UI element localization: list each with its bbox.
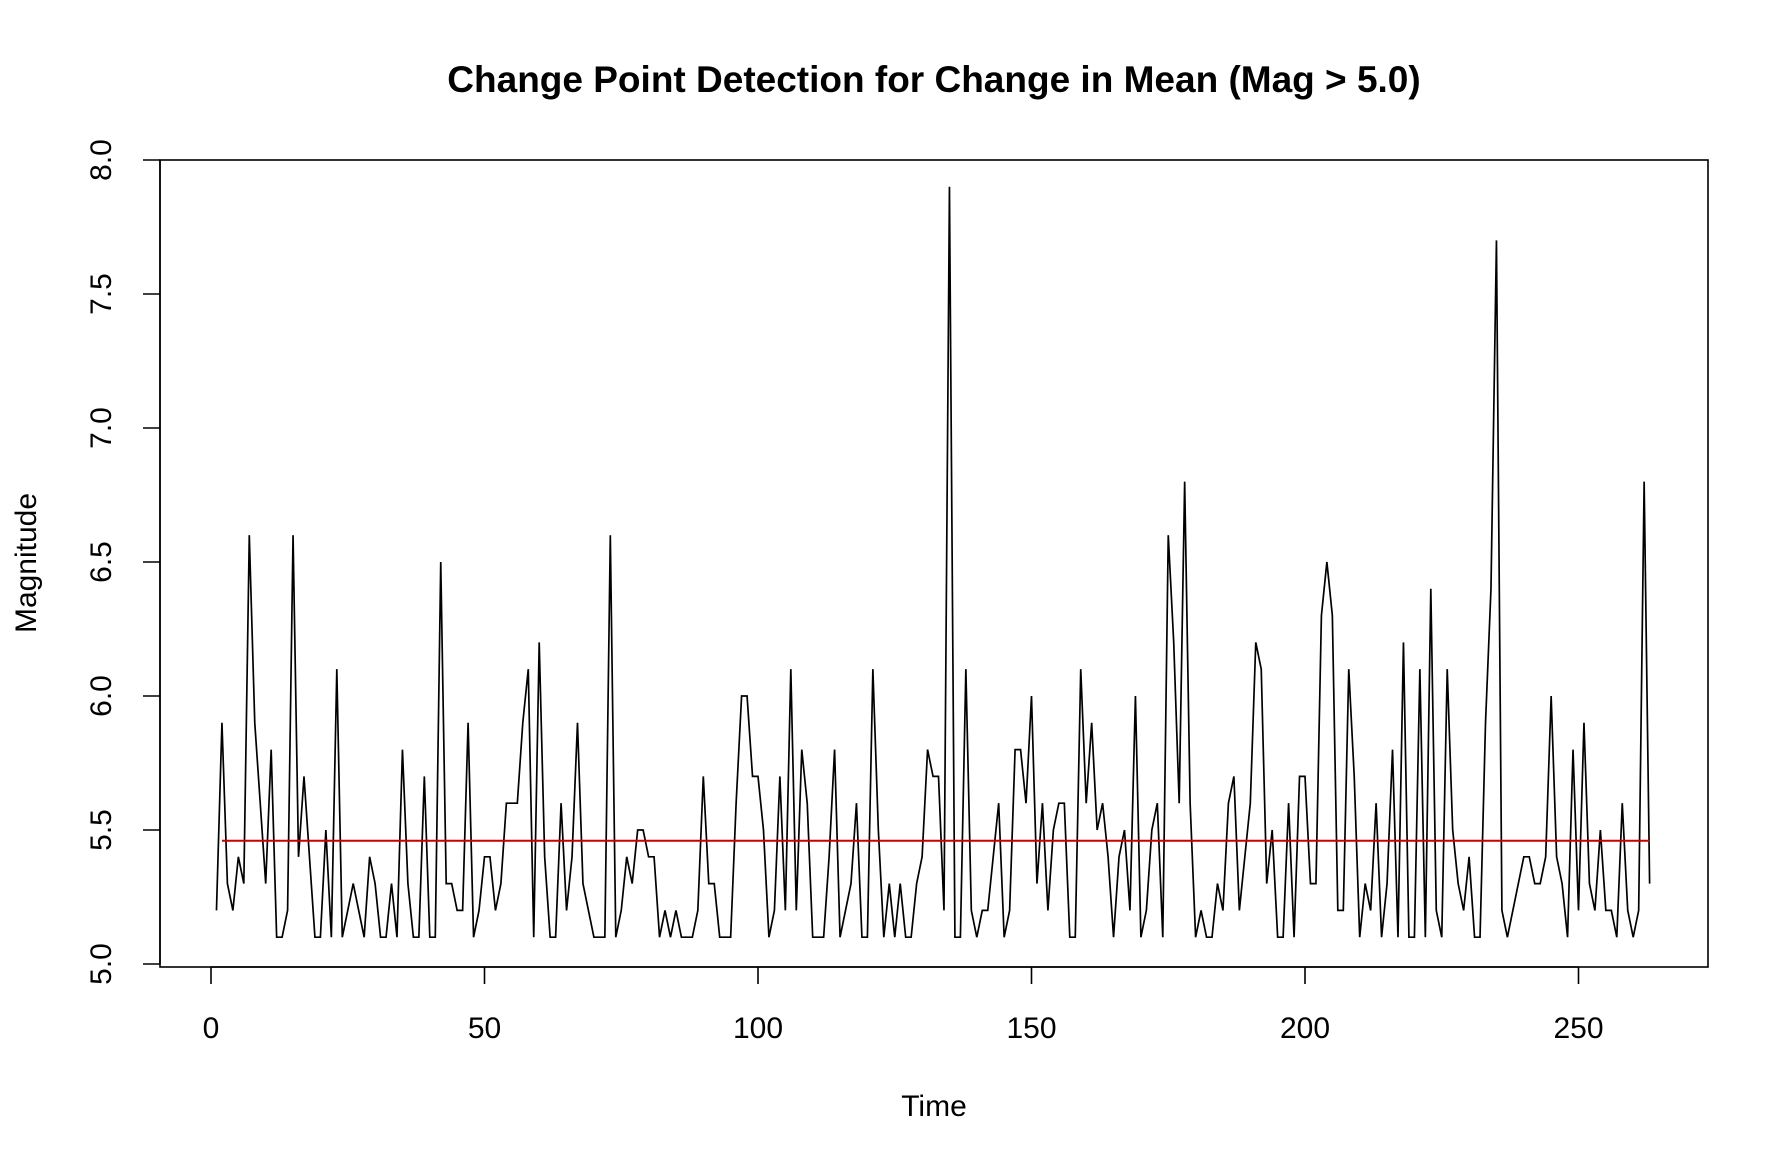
y-tick-label: 7.5 xyxy=(85,273,118,315)
y-axis-label: Magnitude xyxy=(10,493,43,633)
x-tick-label: 150 xyxy=(1006,1012,1056,1045)
y-tick-label: 5.0 xyxy=(85,943,118,985)
x-tick-label: 50 xyxy=(468,1012,501,1045)
x-tick-label: 100 xyxy=(733,1012,783,1045)
magnitude-series-line xyxy=(215,186,1651,939)
y-tick-label: 7.0 xyxy=(85,407,118,449)
x-tick-label: 0 xyxy=(203,1012,220,1045)
plot-area xyxy=(159,159,1709,968)
x-axis: 0 50 100 150 200 250 xyxy=(203,966,1604,1045)
x-axis-label: Time xyxy=(901,1090,967,1123)
y-tick-label: 6.5 xyxy=(85,541,118,583)
y-tick-label: 6.0 xyxy=(85,675,118,717)
series-layer xyxy=(215,186,1651,939)
y-tick-label: 5.5 xyxy=(85,809,118,851)
x-tick-label: 250 xyxy=(1553,1012,1603,1045)
y-tick-label: 8.0 xyxy=(85,139,118,181)
x-tick-label: 200 xyxy=(1280,1012,1330,1045)
y-axis: 5.0 5.5 6.0 6.5 7.0 7.5 8.0 xyxy=(85,139,161,985)
chart-title: Change Point Detection for Change in Mea… xyxy=(447,59,1420,100)
